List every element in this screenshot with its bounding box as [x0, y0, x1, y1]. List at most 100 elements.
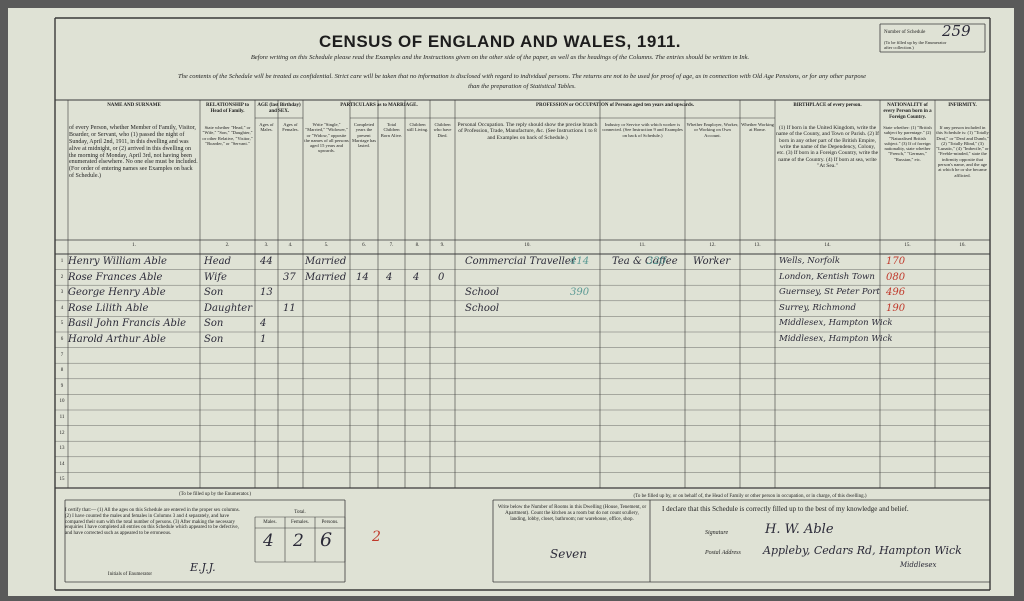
column-text: (1) If born in the United Kingdom, write… [776, 125, 879, 169]
females-value: 2 [293, 531, 304, 551]
enumerator-heading: (To be filled up by the Enumerator.) [179, 492, 251, 497]
entry-birth-code: 170 [886, 256, 906, 267]
entry-ind-code: 320 [647, 256, 667, 267]
entry-name: Rose Frances Able [68, 271, 163, 283]
entry-name: Rose Lilith Able [68, 302, 149, 314]
row-number: 8 [60, 368, 64, 374]
entry-birth-code: 190 [886, 302, 906, 314]
males-label: Males. [263, 520, 277, 525]
entry-occupation: Commercial Traveller [465, 256, 576, 267]
entry-birthplace: Wells, Norfolk [779, 256, 841, 266]
column-number: 4. [288, 243, 293, 248]
entry-occupation: School [465, 302, 500, 314]
schedule-number: 259 [942, 22, 971, 40]
entry-birthplace: Middlesex, Hampton Wick [779, 334, 893, 344]
schedule-note: (To be filled up by the Enumerator after… [884, 40, 947, 51]
entry-age-female: 37 [283, 271, 296, 283]
entry-birthplace: Surrey, Richmond [779, 302, 856, 313]
signature: H. W. Able [765, 522, 834, 537]
head-heading: (To be filled up by, or on behalf of, th… [633, 494, 867, 499]
row-number: 1 [60, 259, 64, 264]
column-text: Total Children Born Alive. [380, 122, 403, 138]
column-number: 13. [754, 243, 761, 248]
entry-occ-code: 414 [570, 256, 590, 267]
column-text: Whether Working at Home. [741, 122, 774, 133]
column-text: Children who have Died. [433, 122, 452, 138]
entry-occ-code: 390 [570, 287, 590, 299]
entry-age-male: 13 [260, 287, 273, 299]
column-text: Children still Living. [406, 122, 429, 133]
enumerator-initials: Initials of Enumerator [107, 572, 153, 577]
entry-age-male: 4 [260, 318, 267, 330]
entry-age-male: 1 [260, 334, 267, 345]
total-label: Total. [294, 510, 306, 515]
entry-birth-code: 080 [886, 271, 906, 283]
persons-label: Persons. [321, 520, 339, 525]
column-number: 16. [959, 243, 966, 248]
title: CENSUS OF ENGLAND AND WALES, 1911. [318, 32, 682, 51]
entry-name: George Henry Able [68, 287, 166, 299]
rooms-note: Write below the Number of Rooms in this … [497, 505, 647, 522]
column-text: Completed years the present Marriage has… [351, 122, 377, 149]
column-number: 8. [415, 243, 420, 248]
column-number: 10. [524, 243, 531, 248]
column-heading: NAME AND SURNAME [107, 103, 161, 108]
entry-name: Henry William Able [68, 256, 167, 267]
entry-name: Basil John Francis Able [68, 318, 187, 330]
column-number: 6. [362, 243, 366, 248]
entry-birth-code: 496 [886, 287, 906, 299]
column-number: 7. [389, 243, 394, 248]
rooms-value: Seven [550, 547, 587, 561]
males-value: 4 [263, 531, 274, 551]
red-mark: 2 [372, 529, 381, 545]
entry-relationship: Head [204, 256, 232, 267]
entry-years-married: 14 [356, 271, 369, 283]
entry-living: 4 [413, 271, 420, 283]
persons-value: 6 [320, 529, 333, 551]
entry-age-male: 44 [260, 256, 273, 267]
address: Appleby, Cedars Rd, Hampton Wick [763, 544, 962, 557]
row-number: 4 [60, 305, 64, 311]
column-text: State whether "Head," or "Wife," "Son," … [202, 125, 253, 146]
column-text: State whether: (1) "British subject by p… [883, 125, 932, 162]
row-number: 12 [59, 430, 65, 436]
column-number: 9. [440, 243, 445, 248]
entry-industry: Tea & Coffee [612, 256, 678, 267]
row-number: 7 [60, 352, 64, 358]
instruction: The contents of the Schedule will be tre… [177, 73, 867, 80]
row-number: 15 [59, 477, 65, 483]
row-number: 11 [59, 415, 65, 420]
column-number: 5. [324, 243, 329, 248]
column-text: Whether Employer, Worker, or Working on … [686, 122, 739, 138]
column-text: Industry or Service with which worker is… [602, 122, 683, 138]
entry-relationship: Daughter [204, 302, 252, 314]
schedule-label: Number of Schedule [884, 30, 926, 35]
instruction: than the preparation of Statistical Tabl… [468, 83, 576, 90]
instruction: Before writing on this Schedule please r… [250, 54, 750, 61]
enumerator-initials-value: E.J.J. [190, 561, 216, 574]
column-text: Ages of Males. [259, 122, 274, 133]
entry-condition: Married [305, 271, 347, 283]
entry-age-female: 11 [283, 302, 296, 314]
entry-birthplace: Guernsey, St Peter Port [779, 287, 880, 298]
enumerator-note: I certify that:— (1) All the ages on thi… [65, 508, 240, 536]
column-text: Ages of Females. [282, 122, 299, 133]
column-number: 1. [132, 243, 136, 248]
row-number: 9 [60, 383, 64, 389]
row-number: 5 [60, 321, 64, 327]
declaration: I declare that this Schedule is correctl… [662, 505, 909, 513]
row-number: 3 [60, 290, 64, 296]
column-text: Personal Occupation. The reply should sh… [457, 122, 598, 141]
column-heading: INFIRMITY. [948, 103, 977, 108]
females-label: Females. [291, 520, 309, 525]
column-number: 12. [709, 243, 716, 248]
row-number: 14 [59, 461, 65, 467]
entry-relationship: Son [204, 318, 224, 330]
entry-relationship: Son [204, 287, 224, 299]
entry-died: 0 [438, 271, 445, 283]
entry-name: Harold Arthur Able [68, 334, 166, 345]
column-text: of every Person, whether Member of Famil… [69, 125, 198, 180]
entry-birthplace: London, Kentish Town [779, 271, 875, 282]
